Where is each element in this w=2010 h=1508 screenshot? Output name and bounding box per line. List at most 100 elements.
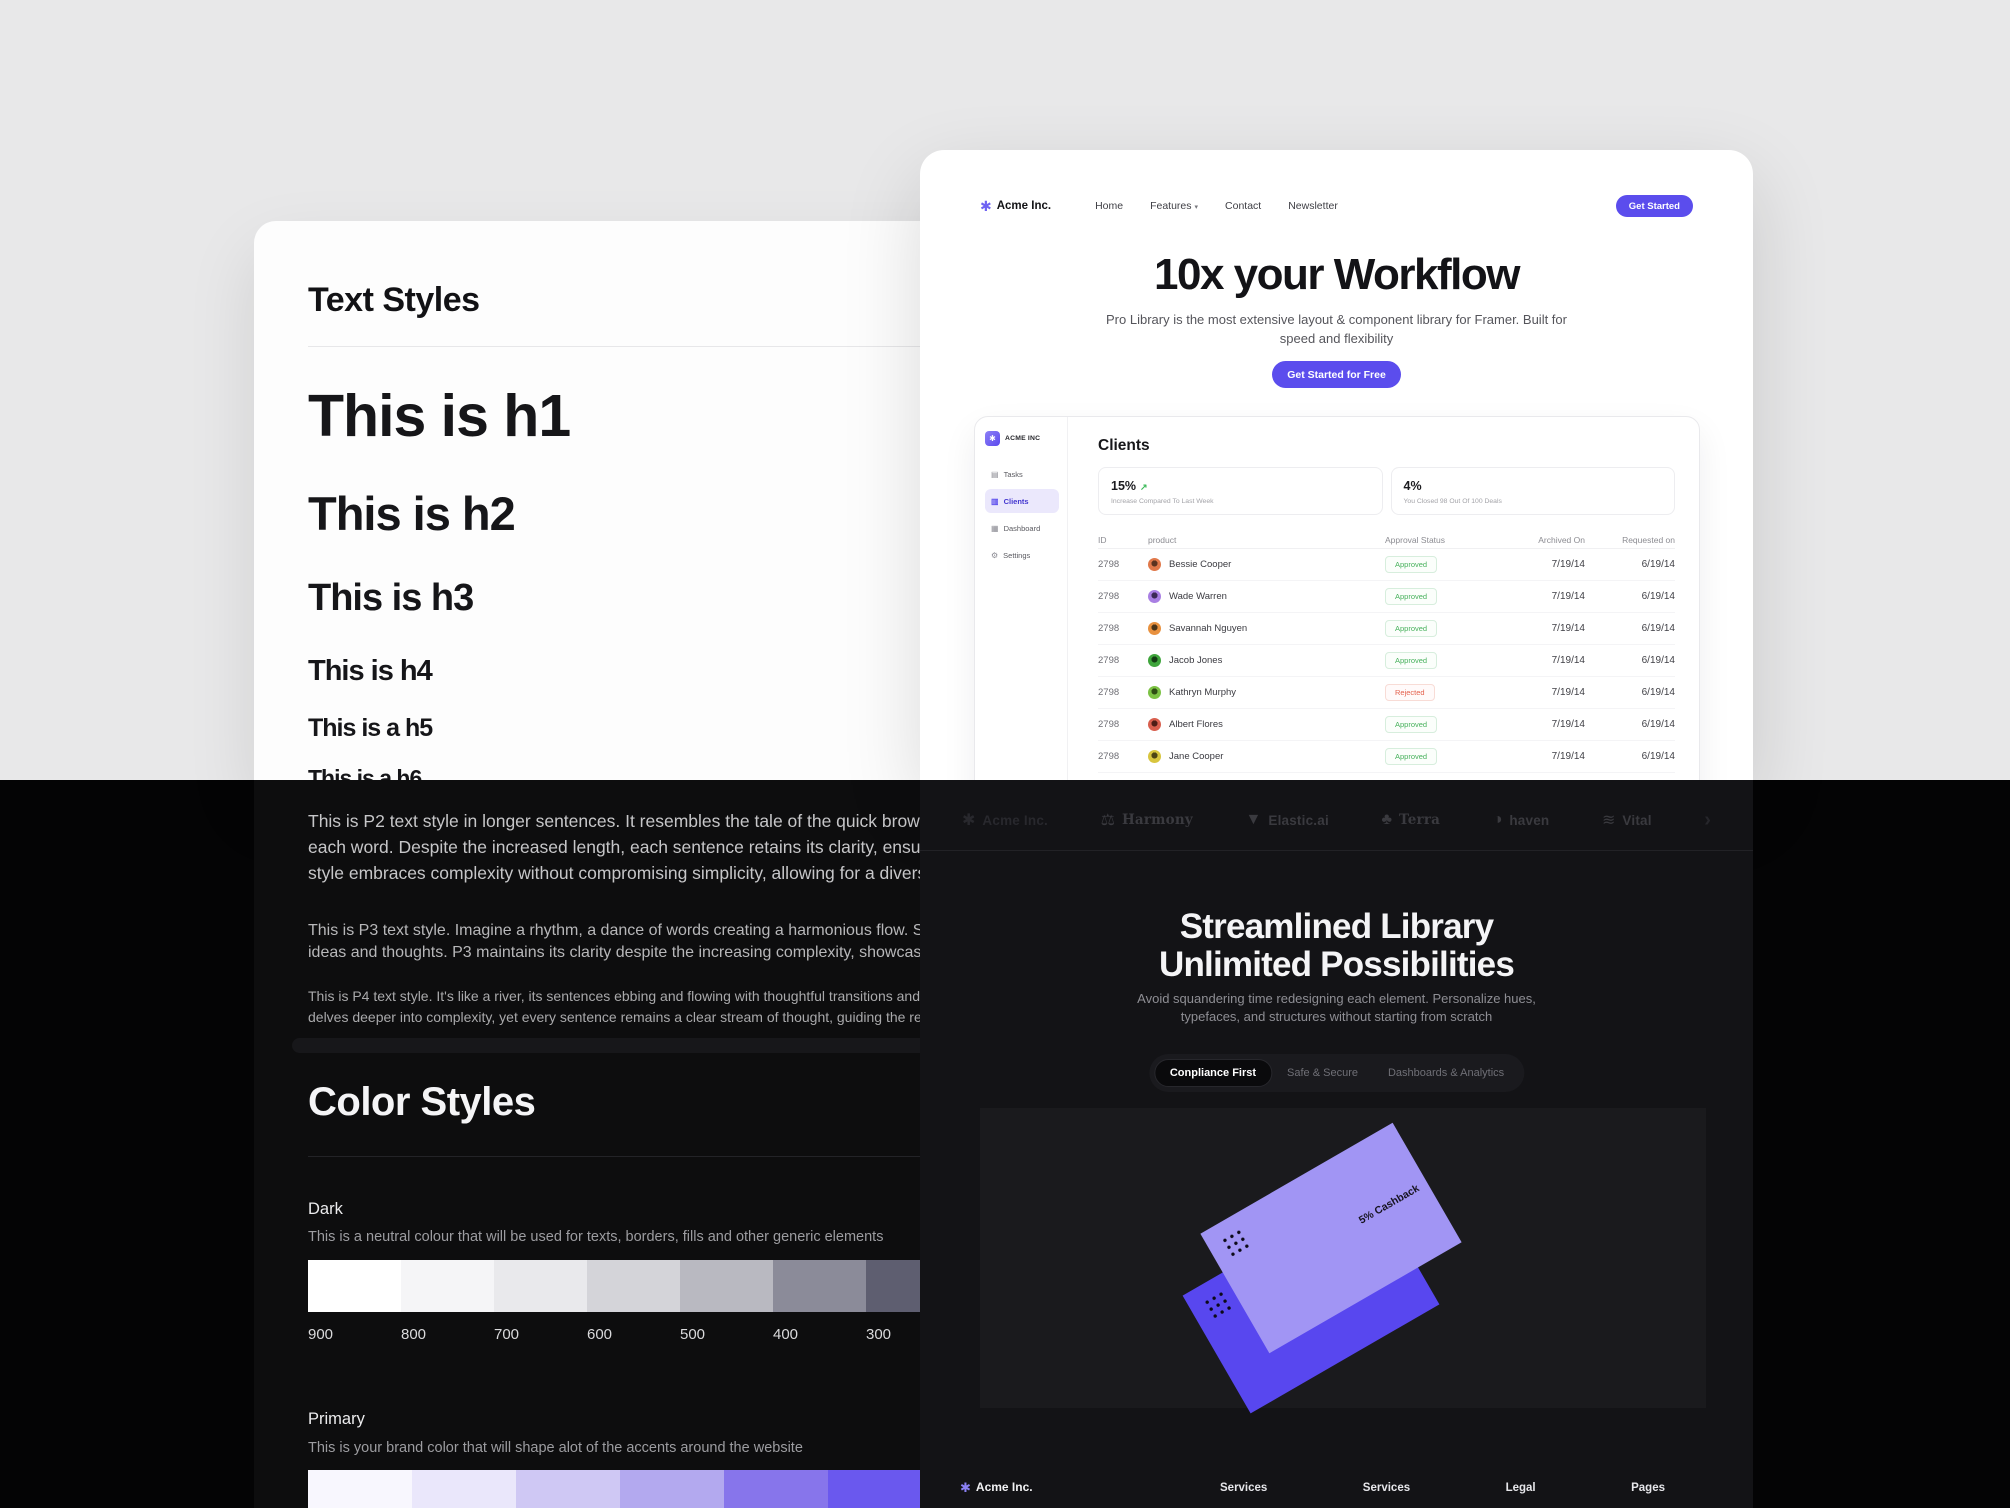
footer-col-legal[interactable]: Legal	[1505, 1482, 1536, 1494]
table-row[interactable]: 2798 Kathryn Murphy Rejected 7/19/14 6/1…	[1098, 677, 1675, 709]
stat-value: 15%	[1111, 479, 1137, 493]
sidebar-item-tasks[interactable]: ▤ Tasks	[991, 469, 1023, 479]
landing-light-section: ✱ Acme Inc. Home Features ▾ Contact Newsl…	[920, 150, 1753, 780]
sidebar-item-settings[interactable]: ⚙ Settings	[991, 550, 1031, 560]
trend-up-icon: ↗	[1140, 482, 1148, 492]
footer-col-services-1[interactable]: Services	[1220, 1482, 1268, 1494]
col-header-archived-on: Archived On	[1538, 534, 1585, 545]
acme-star-icon: ✱	[980, 198, 992, 214]
footer-col-services-2[interactable]: Services	[1362, 1482, 1411, 1494]
dashboard-mockup: ✱ ACME INC ▤ Tasks ▥ Clients ▦	[974, 416, 1700, 780]
tab-safe-secure[interactable]: Safe & Secure	[1287, 1067, 1358, 1079]
col-header-product: product	[1148, 534, 1177, 545]
avatar	[1148, 558, 1161, 571]
dashboard-sidebar: ✱ ACME INC ▤ Tasks ▥ Clients ▦	[975, 417, 1068, 780]
dot-grid-icon	[1219, 1226, 1254, 1261]
avatar	[1148, 686, 1161, 699]
sample-h1: This is h1	[308, 383, 571, 449]
dark-palette-swatches	[308, 1260, 959, 1312]
p3-sample-line: ideas and thoughts. P3 maintains its cla…	[308, 944, 943, 961]
stat-cards: 15% ↗ Increase Compared To Last Week 4% Y…	[1098, 467, 1675, 515]
hero-title: 10x your Workflow	[1154, 250, 1520, 299]
brand-name: Acme Inc.	[996, 200, 1052, 212]
stat-card-closed: 4% You Closed 98 Out Of 100 Deals	[1390, 467, 1675, 515]
table-row[interactable]: 2798 Jane Cooper Approved 7/19/14 6/19/1…	[1098, 741, 1675, 773]
nav-item-newsletter[interactable]: Newsletter	[1288, 200, 1338, 212]
sample-h4: This is h4	[308, 655, 433, 687]
get-started-free-button[interactable]: Get Started for Free	[1272, 361, 1401, 388]
elastic-diamond-icon: ▼	[1245, 811, 1262, 828]
swatch-dark-500	[680, 1260, 773, 1312]
feature-tabs: Conpliance First Safe & Secure Dashboard…	[1148, 1054, 1525, 1092]
sidebar-item-dashboard[interactable]: ▦ Dashboard	[991, 523, 1041, 533]
color-styles-title: Color Styles	[308, 1080, 536, 1124]
tab-dashboards-analytics[interactable]: Dashboards & Analytics	[1387, 1067, 1505, 1079]
table-row[interactable]: 2798 Savannah Nguyen Approved 7/19/14 6/…	[1098, 613, 1675, 645]
gear-icon: ⚙	[991, 550, 999, 560]
swatch-primary-1	[308, 1470, 412, 1508]
get-started-button[interactable]: Get Started	[1615, 195, 1693, 217]
avatar	[1148, 622, 1161, 635]
logo-acme: ✱ Acme Inc.	[962, 812, 1048, 829]
sidebar-item-clients[interactable]: ▥ Clients	[985, 489, 1059, 513]
tick-500: 500	[680, 1326, 706, 1343]
p3-sample-line: This is P3 text style. Imagine a rhythm,…	[308, 922, 989, 939]
navbar-brand[interactable]: ✱ Acme Inc.	[980, 199, 1051, 213]
swatch-primary-3	[516, 1470, 620, 1508]
avatar	[1148, 654, 1161, 667]
features-title-line: Streamlined Library	[1179, 907, 1494, 946]
acme-star-icon: ✱	[960, 1479, 971, 1495]
table-row[interactable]: 2798 Jacob Jones Approved 7/19/14 6/19/1…	[1098, 645, 1675, 677]
hero-subtitle-line: speed and flexibility	[1279, 331, 1394, 346]
text-styles-title: Text Styles	[308, 281, 480, 319]
features-subtitle-line: Avoid squandering time redesigning each …	[1137, 991, 1536, 1006]
chevron-down-icon: ▾	[1194, 204, 1199, 211]
landing-page-card: ✱ Acme Inc. Home Features ▾ Contact Newsl…	[920, 150, 1753, 1508]
primary-palette-label: Primary	[308, 1410, 365, 1428]
tick-300: 300	[866, 1326, 892, 1343]
status-badge: Approved	[1385, 556, 1438, 573]
swatch-dark-400	[773, 1260, 866, 1312]
swatch-dark-900	[308, 1260, 401, 1312]
footer-brand-name: Acme Inc.	[975, 1480, 1033, 1494]
swatch-dark-800	[401, 1260, 494, 1312]
table-row[interactable]: 2798 Albert Flores Approved 7/19/14 6/19…	[1098, 709, 1675, 741]
logo-terra: ♣ Terra	[1381, 811, 1441, 828]
logo-vital: ≋ Vital	[1602, 812, 1652, 829]
cashback-label: 5% Cashback	[1356, 1182, 1422, 1227]
sample-h2: This is h2	[308, 487, 516, 540]
carousel-next-icon[interactable]: ›	[1704, 808, 1711, 831]
footer-columns: Services Services Legal Pages	[1220, 1482, 1665, 1494]
tab-compliance-first[interactable]: Conpliance First	[1153, 1059, 1273, 1087]
nav-item-contact[interactable]: Contact	[1225, 200, 1262, 212]
dashboard-grid-icon: ▦	[991, 523, 999, 533]
swatch-primary-5	[724, 1470, 828, 1508]
dark-palette-label: Dark	[308, 1200, 343, 1218]
tick-900: 900	[308, 1326, 334, 1343]
table-row[interactable]: 2798 Wade Warren Approved 7/19/14 6/19/1…	[1098, 581, 1675, 613]
features-title-line: Unlimited Possibilities	[1158, 945, 1515, 984]
dark-palette-description: This is a neutral colour that will be us…	[308, 1229, 884, 1245]
avatar	[1148, 750, 1161, 763]
nav-item-features[interactable]: Features ▾	[1150, 200, 1199, 212]
logo-haven: ◑ haven	[1492, 811, 1550, 828]
col-header-id: ID	[1098, 534, 1107, 545]
tick-600: 600	[587, 1326, 613, 1343]
footer-col-pages[interactable]: Pages	[1631, 1482, 1665, 1494]
p2-sample-line: each word. Despite the increased length,…	[308, 837, 950, 857]
features-subtitle-line: typefaces, and structures without starti…	[1180, 1009, 1493, 1024]
col-header-requested-on: Requested on	[1622, 534, 1675, 545]
table-row[interactable]: 2798 Bessie Cooper Approved 7/19/14 6/19…	[1098, 549, 1675, 581]
swatch-dark-600	[587, 1260, 680, 1312]
dashboard-brand: ✱ ACME INC	[985, 431, 1059, 446]
p2-sample-line: This is P2 text style in longer sentence…	[308, 811, 930, 831]
clients-heading: Clients	[1098, 437, 1150, 454]
sample-h6: This is a h6	[308, 765, 422, 781]
p2-sample-line: style embraces complexity without compro…	[308, 863, 936, 883]
footer-brand: ✱ Acme Inc.	[960, 1480, 1033, 1494]
nav-item-home[interactable]: Home	[1095, 200, 1124, 212]
status-badge: Rejected	[1385, 684, 1435, 701]
stat-value: 4%	[1403, 479, 1422, 493]
sample-h5: This is a h5	[308, 714, 433, 742]
